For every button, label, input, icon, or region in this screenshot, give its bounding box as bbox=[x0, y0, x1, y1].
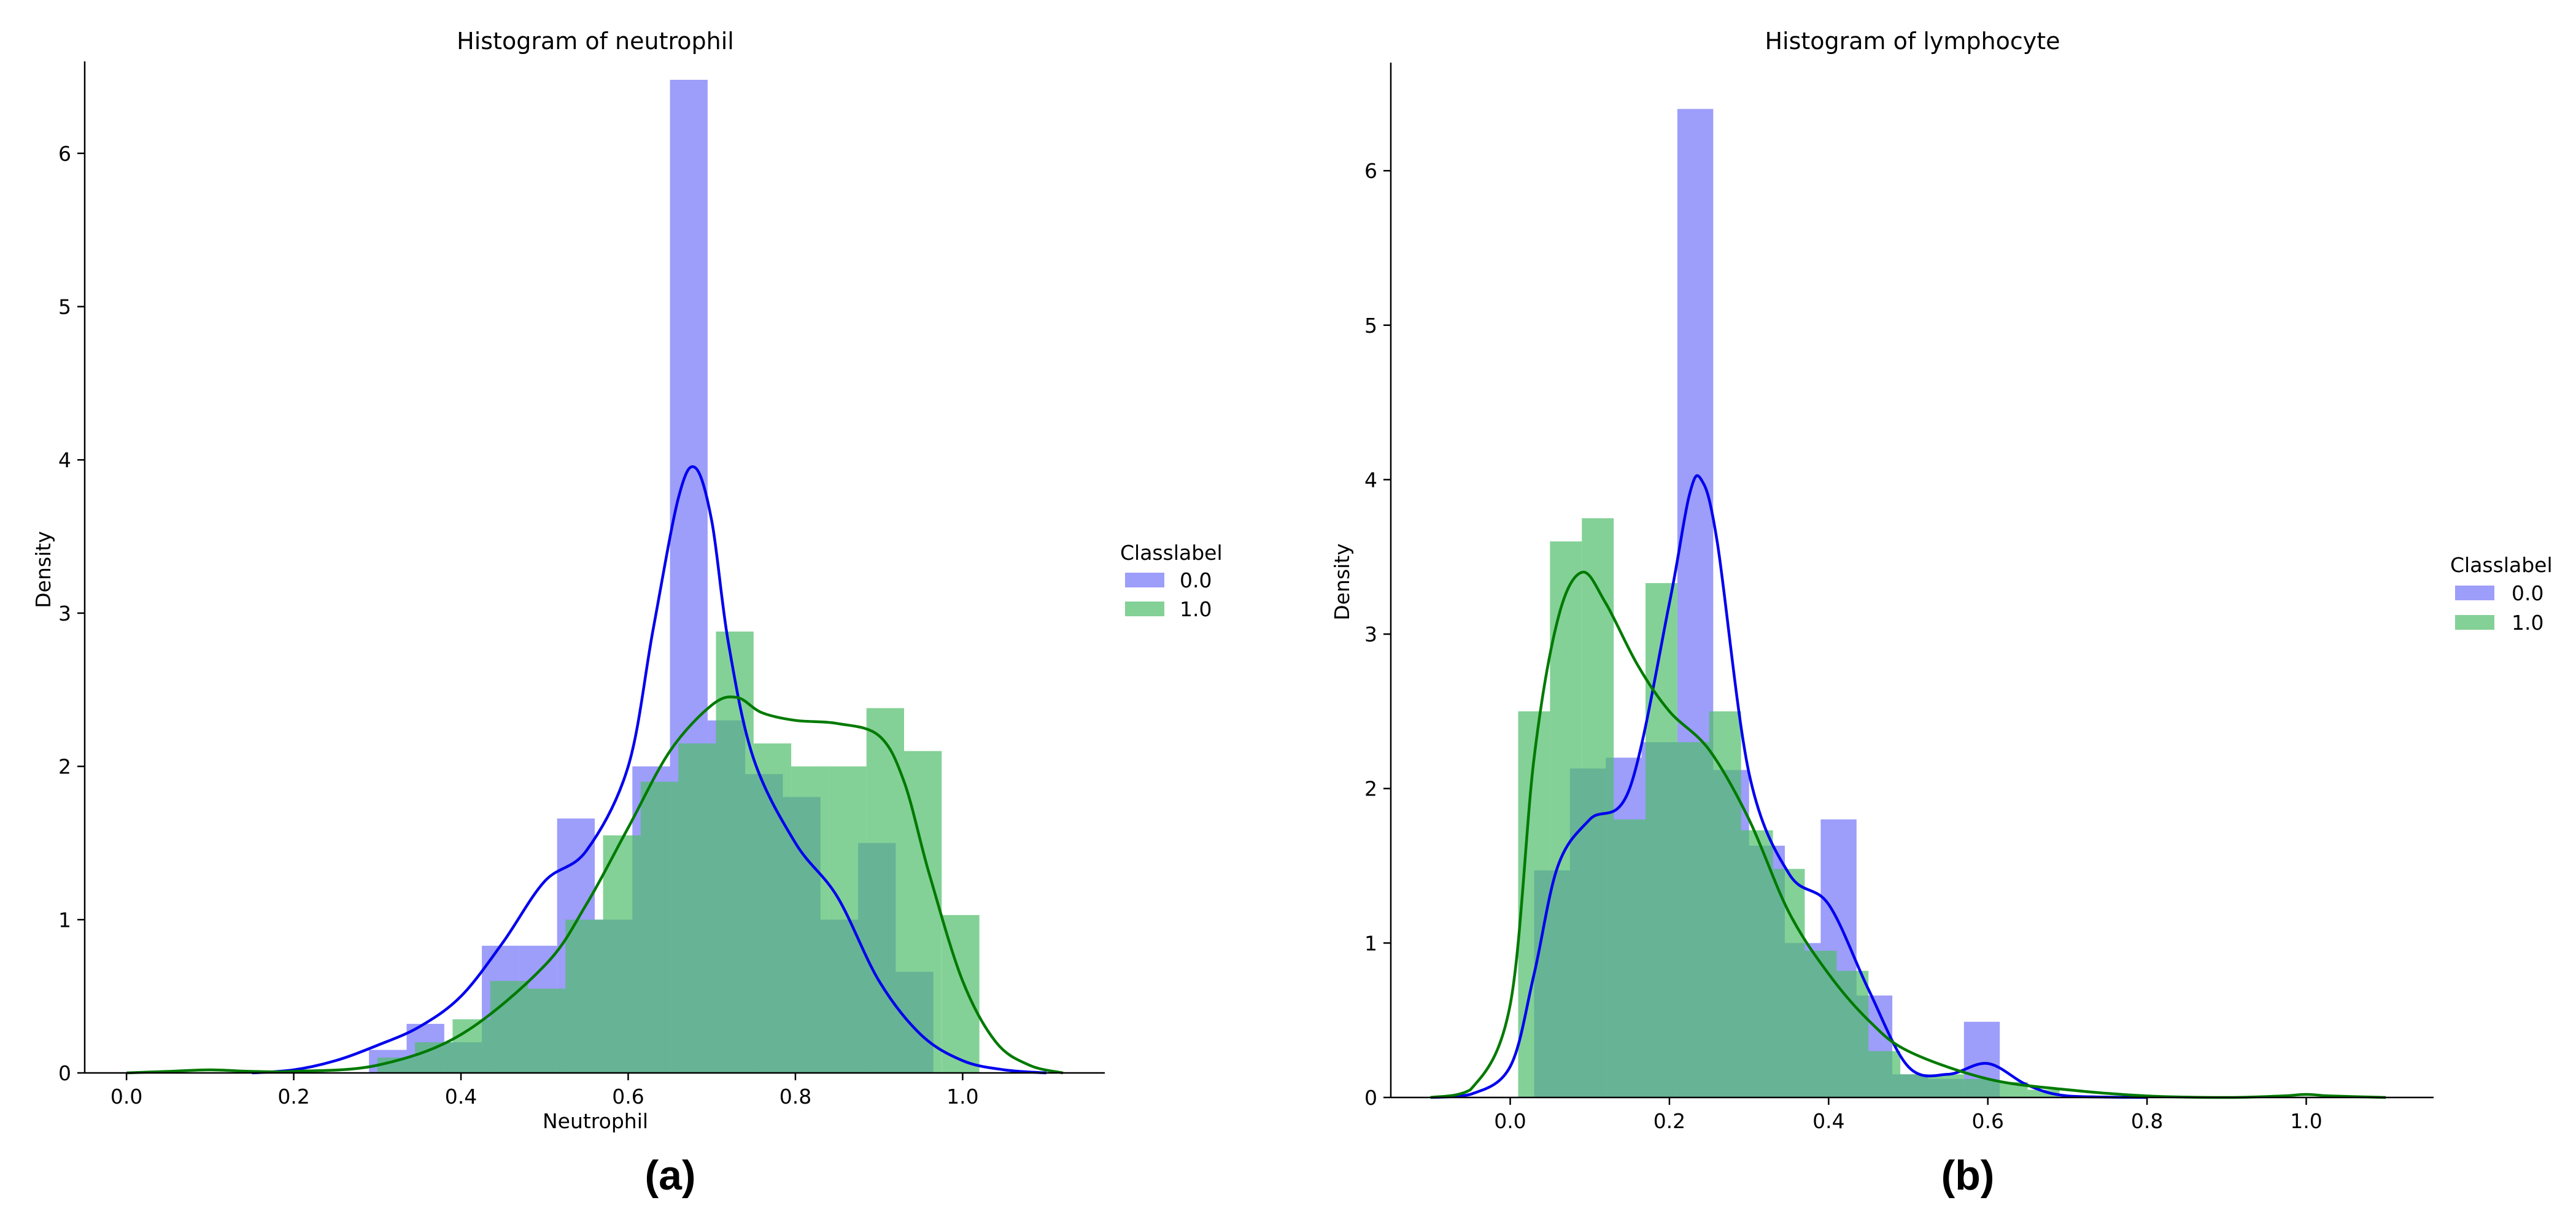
histogram-bar-class-1 bbox=[1741, 830, 1773, 1097]
histogram-bar-class-1 bbox=[490, 981, 528, 1073]
y-tick-label: 3 bbox=[58, 602, 71, 625]
kde-line-class-0 bbox=[1430, 474, 2148, 1099]
plot-area: 0.0 0.2 0.4 0.6 0.8 1.0 0 1 2 3 4 5 6 bbox=[1364, 63, 2434, 1133]
y-tick-label: 0 bbox=[58, 1061, 71, 1085]
histogram-bar-class-1 bbox=[1550, 541, 1582, 1097]
histogram-bar-class-1 bbox=[603, 835, 641, 1073]
y-tick-label: 2 bbox=[58, 755, 71, 779]
x-tick-label: 1.0 bbox=[946, 1085, 978, 1109]
plot-area: 0.0 0.2 0.4 0.6 0.8 1.0 0 1 2 3 4 5 6 bbox=[58, 61, 1105, 1109]
y-tick-label: 1 bbox=[58, 908, 71, 932]
histogram-bar-class-1 bbox=[1518, 711, 1550, 1097]
x-axis-label: Neutrophil bbox=[543, 1109, 648, 1133]
histogram-bar-class-1 bbox=[1709, 711, 1741, 1097]
histogram-bar-class-1 bbox=[1900, 1074, 1932, 1097]
legend-label-class-1: 1.0 bbox=[1180, 597, 1212, 621]
panel-label-a: (a) bbox=[644, 1152, 695, 1199]
legend-label-class-1: 1.0 bbox=[2512, 611, 2543, 635]
legend-label-class-0: 0.0 bbox=[2512, 581, 2543, 605]
legend-swatch-class-1 bbox=[2455, 615, 2494, 630]
y-tick-label: 5 bbox=[58, 295, 71, 319]
legend: Classlabel 0.0 1.0 bbox=[1120, 541, 1223, 621]
legend-swatch-class-0 bbox=[1125, 573, 1164, 587]
histogram-bar-class-1 bbox=[866, 708, 904, 1073]
kde-line-class-1 bbox=[126, 695, 1064, 1075]
y-tick-label: 6 bbox=[58, 142, 71, 166]
legend-title: Classlabel bbox=[2450, 553, 2553, 577]
x-tick-label: 0.2 bbox=[277, 1085, 309, 1109]
y-tick-label: 0 bbox=[1364, 1086, 1377, 1110]
chart-title: Histogram of neutrophil bbox=[457, 28, 734, 55]
panel-label-b: (b) bbox=[1941, 1152, 1995, 1199]
y-tick-label: 4 bbox=[58, 448, 71, 472]
histogram-bar-class-1 bbox=[1614, 819, 1646, 1097]
legend-swatch-class-1 bbox=[1125, 602, 1164, 616]
neutrophil-histogram-panel: Histogram of neutrophil Density Neutroph… bbox=[31, 28, 1223, 1199]
x-tick-label: 0.6 bbox=[612, 1085, 644, 1109]
x-tick-label: 0.0 bbox=[110, 1085, 142, 1109]
histogram-bar-class-1 bbox=[829, 766, 867, 1073]
legend-title: Classlabel bbox=[1120, 541, 1223, 565]
x-tick-label: 0.8 bbox=[779, 1085, 811, 1109]
histogram-bar-class-1 bbox=[716, 631, 754, 1073]
legend-swatch-class-0 bbox=[2455, 586, 2494, 600]
histogram-bar-class-1 bbox=[1868, 1051, 1901, 1097]
histogram-bar-class-1 bbox=[791, 766, 829, 1073]
y-tick-label: 1 bbox=[1364, 931, 1377, 955]
y-tick-label: 3 bbox=[1364, 622, 1377, 646]
histogram-bar-class-1 bbox=[678, 743, 716, 1073]
histogram-bar-class-1 bbox=[2027, 1089, 2060, 1097]
histogram-bar-class-1 bbox=[565, 919, 603, 1073]
y-tick-label: 2 bbox=[1364, 777, 1377, 801]
x-tick-label: 0.4 bbox=[445, 1085, 477, 1109]
x-tick-label: 1.0 bbox=[2290, 1109, 2322, 1133]
x-tick-label: 0.4 bbox=[1812, 1109, 1844, 1133]
y-axis-label: Density bbox=[31, 531, 55, 608]
histogram-bar-class-1 bbox=[1646, 583, 1677, 1097]
y-axis-label: Density bbox=[1330, 543, 1354, 620]
x-tick-label: 0.0 bbox=[1494, 1109, 1526, 1133]
histogram-bar-class-1 bbox=[640, 781, 679, 1073]
x-tick-label: 0.6 bbox=[1971, 1109, 2003, 1133]
histogram-bar-class-1 bbox=[1773, 869, 1805, 1097]
y-tick-label: 5 bbox=[1364, 314, 1377, 338]
x-tick-label: 0.8 bbox=[2131, 1109, 2163, 1133]
legend: Classlabel 0.0 1.0 bbox=[2450, 553, 2553, 635]
histogram-bar-class-1 bbox=[1804, 950, 1837, 1097]
histogram-bar-class-1 bbox=[753, 743, 792, 1073]
histogram-bar-class-1 bbox=[1932, 1074, 1964, 1097]
legend-label-class-0: 0.0 bbox=[1180, 568, 1212, 592]
lymphocyte-histogram-panel: Histogram of lymphocyte Density 0.0 0.2 0.… bbox=[1330, 28, 2553, 1199]
histogram-bar-class-1 bbox=[1963, 1078, 1996, 1097]
y-tick-label: 6 bbox=[1364, 159, 1377, 183]
histogram-bar-class-1 bbox=[528, 988, 566, 1073]
y-tick-label: 4 bbox=[1364, 468, 1377, 492]
histogram-bar-class-1 bbox=[1582, 518, 1614, 1097]
histogram-bar-class-1 bbox=[1677, 742, 1709, 1097]
chart-title: Histogram of lymphocyte bbox=[1765, 28, 2060, 55]
x-tick-label: 0.2 bbox=[1654, 1109, 1685, 1133]
kde-line-class-0 bbox=[252, 465, 1046, 1075]
